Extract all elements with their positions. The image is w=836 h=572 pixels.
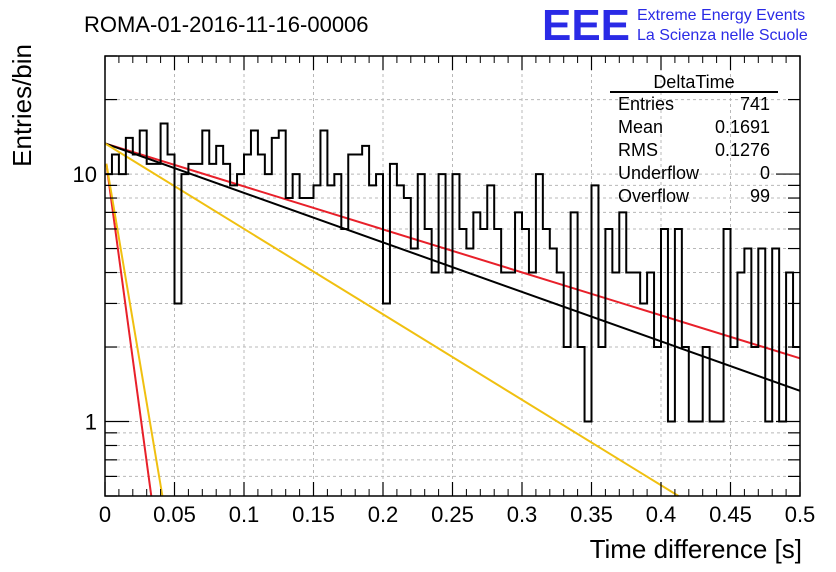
y-tick-label: 10 <box>73 162 97 187</box>
stats-title: DeltaTime <box>653 72 734 92</box>
x-tick-label: 0.3 <box>507 502 538 527</box>
x-tick-label: 0.25 <box>431 502 474 527</box>
stats-label: Entries <box>618 94 674 114</box>
x-tick-label: 0 <box>99 502 111 527</box>
stats-value: 741 <box>740 94 770 114</box>
stats-label: Overflow <box>618 186 690 206</box>
y-axis-label: Entries/bin <box>7 44 37 167</box>
x-tick-label: 0.1 <box>229 502 260 527</box>
eee-logo: EEE Extreme Energy Events La Scienza nel… <box>542 1 808 50</box>
x-tick-label: 0.2 <box>368 502 399 527</box>
chart-title: ROMA-01-2016-11-16-00006 <box>84 12 369 37</box>
stats-label: RMS <box>618 140 658 160</box>
stats-label: Underflow <box>618 163 700 183</box>
stats-value: 0.1276 <box>715 140 770 160</box>
fit-line <box>105 163 164 497</box>
histogram-outline <box>105 122 800 423</box>
stats-label: Mean <box>618 117 663 137</box>
x-tick-label: 0.35 <box>570 502 613 527</box>
stats-rows: Entries 741 Mean 0.1691 RMS 0.1276 Underflow 0 O… <box>618 94 770 206</box>
stats-value: 0 <box>760 163 770 183</box>
plot-frame <box>104 55 801 497</box>
x-tick-label: 0.45 <box>709 502 752 527</box>
y-tick-label: 1 <box>85 410 97 435</box>
x-tick-label: 0.4 <box>646 502 677 527</box>
logo-mark: EEE <box>542 1 630 50</box>
x-axis-label: Time difference [s] <box>590 534 802 564</box>
stats-box: DeltaTime Entries 741 Mean 0.1691 RMS 0.1276 U… <box>610 72 778 206</box>
fit-line <box>104 142 680 497</box>
stats-value: 0.1691 <box>715 117 770 137</box>
grid-layer <box>105 55 800 497</box>
stats-value: 99 <box>750 186 770 206</box>
logo-line-1: Extreme Energy Events <box>637 7 805 24</box>
x-tick-label: 0.15 <box>292 502 335 527</box>
x-tick-label: 0.5 <box>785 502 816 527</box>
logo-line-2: La Scienza nelle Scuole <box>637 27 808 44</box>
x-tick-label: 0.05 <box>153 502 196 527</box>
tick-labels: 0 0.05 0.1 0.15 0.2 0.25 0.3 0.35 0.4 0.45 0.5 1 10 <box>73 162 816 527</box>
fit-line <box>105 163 153 497</box>
